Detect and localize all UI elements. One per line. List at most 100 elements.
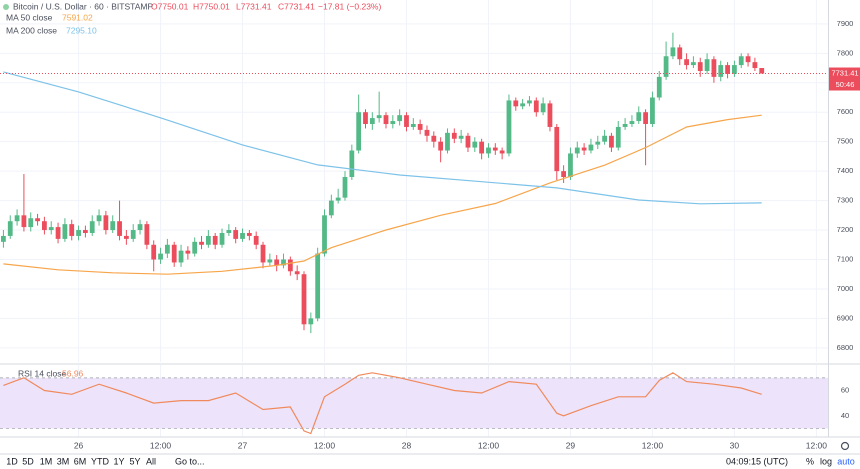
last-price-tag	[829, 67, 860, 80]
range-button[interactable]: 1D	[6, 456, 18, 466]
candle-body	[663, 56, 669, 77]
candle-body	[506, 100, 512, 154]
candle-body	[636, 112, 642, 122]
candle-body	[533, 100, 539, 113]
candle-body	[199, 241, 204, 245]
candle-body	[486, 147, 491, 154]
candle-body	[274, 259, 280, 266]
y-tick-label: 60	[841, 385, 849, 394]
clock: 04:09:15 (UTC)	[726, 456, 788, 466]
range-button[interactable]: 1M	[40, 456, 53, 466]
candle-body	[445, 132, 450, 151]
candle-body	[7, 221, 13, 236]
x-tick-label: 29	[566, 440, 576, 450]
log-toggle[interactable]: log	[820, 456, 832, 466]
candle-body	[704, 59, 710, 71]
y-tick-label: 40	[841, 411, 849, 420]
candle-body	[697, 62, 703, 71]
candle-body	[472, 141, 478, 148]
candle-body	[96, 215, 102, 222]
range-button[interactable]: 5D	[22, 456, 34, 466]
candle-body	[192, 241, 198, 254]
candle-body	[431, 135, 437, 142]
candle-body	[595, 141, 601, 145]
y-tick-label: 7100	[837, 254, 854, 263]
range-button[interactable]: 5Y	[129, 456, 140, 466]
candle-body	[349, 150, 355, 178]
candle-body	[390, 121, 396, 125]
candle-body	[55, 227, 61, 239]
candle-body	[158, 253, 163, 260]
legend-name: RSI 14 close	[18, 368, 66, 378]
candle-body	[622, 124, 628, 127]
candle-body	[144, 224, 150, 245]
candle-body	[48, 227, 54, 231]
legend-value: 7591.02	[62, 12, 93, 22]
candle-body	[171, 244, 177, 263]
candle-body	[609, 135, 614, 148]
candle-body	[479, 141, 485, 154]
candle-body	[670, 47, 676, 57]
range-button[interactable]: 1Y	[113, 456, 124, 466]
settings-icon[interactable]	[840, 441, 850, 451]
y-tick-label: 7400	[837, 166, 854, 175]
candle-body	[76, 230, 81, 236]
candle-body	[492, 147, 498, 151]
candle-body	[677, 47, 683, 60]
legend-value: 56.96	[62, 368, 84, 378]
y-tick-label: 7600	[837, 107, 854, 116]
range-button[interactable]: 3M	[57, 456, 70, 466]
rsi-band	[0, 377, 828, 429]
candle-body	[684, 59, 689, 66]
goto-button[interactable]: Go to...	[175, 456, 205, 466]
candle-body	[281, 259, 286, 266]
candle-body	[123, 235, 129, 239]
countdown-label: 50:46	[836, 80, 855, 89]
candle-body	[294, 271, 300, 275]
candle-body	[513, 100, 519, 107]
candle-body	[574, 147, 580, 154]
candle-body	[287, 259, 293, 272]
range-button[interactable]: All	[146, 456, 156, 466]
candle-body	[438, 141, 444, 151]
line	[3, 114, 762, 275]
auto-toggle[interactable]: auto	[837, 456, 855, 466]
line	[3, 372, 762, 435]
candle-body	[42, 221, 47, 231]
candle-body	[656, 76, 662, 98]
x-tick-label: 27	[238, 440, 248, 450]
candle-body	[376, 115, 382, 119]
x-tick-label: 12:00	[314, 440, 336, 450]
candle-body	[83, 230, 88, 233]
candle-body	[520, 103, 526, 107]
candle-body	[110, 221, 116, 231]
candle-body	[117, 221, 122, 236]
candle-body	[451, 132, 457, 139]
y-tick-label: 7300	[837, 196, 854, 205]
candle-body	[650, 97, 655, 125]
candle-body	[267, 259, 273, 263]
candle-body	[21, 215, 27, 228]
percent-toggle[interactable]: %	[806, 456, 814, 466]
status-dot	[3, 4, 9, 10]
candle-body	[759, 68, 765, 74]
candle-body	[718, 65, 724, 77]
range-button[interactable]: YTD	[91, 456, 110, 466]
candle-body	[588, 144, 594, 151]
candle-body	[212, 235, 218, 245]
candle-body	[615, 126, 621, 148]
range-button[interactable]: 6M	[74, 456, 87, 466]
candle-body	[14, 215, 20, 222]
y-tick-label: 7200	[837, 225, 854, 234]
candle-body	[219, 232, 225, 245]
candle-body	[410, 124, 416, 127]
candle-body	[417, 124, 423, 130]
candle-body	[540, 103, 546, 113]
candle-body	[137, 224, 143, 231]
candle-body	[424, 129, 430, 136]
y-tick-label: 6900	[837, 313, 854, 322]
candle-body	[69, 224, 75, 236]
legend-name: MA 50 close	[6, 12, 53, 22]
candle-body	[745, 56, 751, 63]
candle-body	[752, 62, 758, 69]
